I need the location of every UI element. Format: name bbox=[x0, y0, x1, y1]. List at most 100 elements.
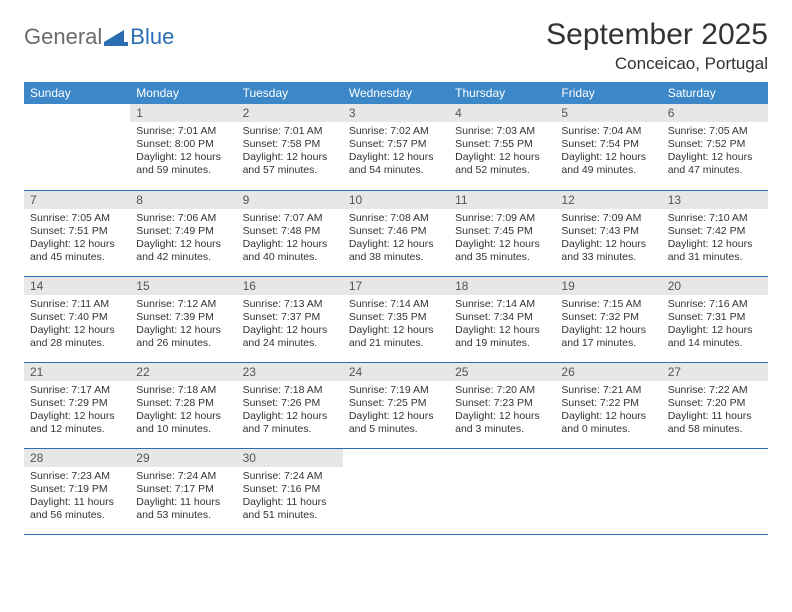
day-number: 20 bbox=[662, 277, 768, 295]
day-details: Sunrise: 7:24 AMSunset: 7:16 PMDaylight:… bbox=[237, 467, 343, 527]
daylight-line: Daylight: 12 hours and 14 minutes. bbox=[668, 324, 762, 350]
calendar-cell: 16Sunrise: 7:13 AMSunset: 7:37 PMDayligh… bbox=[237, 276, 343, 362]
logo-text-blue: Blue bbox=[130, 24, 174, 50]
sunset-line: Sunset: 7:16 PM bbox=[243, 483, 337, 496]
day-number bbox=[24, 104, 130, 108]
calendar-cell: 20Sunrise: 7:16 AMSunset: 7:31 PMDayligh… bbox=[662, 276, 768, 362]
sunset-line: Sunset: 8:00 PM bbox=[136, 138, 230, 151]
daylight-line: Daylight: 11 hours and 58 minutes. bbox=[668, 410, 762, 436]
day-number bbox=[343, 449, 449, 453]
day-details: Sunrise: 7:04 AMSunset: 7:54 PMDaylight:… bbox=[555, 122, 661, 182]
day-number: 16 bbox=[237, 277, 343, 295]
calendar-cell: 3Sunrise: 7:02 AMSunset: 7:57 PMDaylight… bbox=[343, 104, 449, 190]
calendar-cell: 2Sunrise: 7:01 AMSunset: 7:58 PMDaylight… bbox=[237, 104, 343, 190]
calendar-cell: 25Sunrise: 7:20 AMSunset: 7:23 PMDayligh… bbox=[449, 362, 555, 448]
day-number: 17 bbox=[343, 277, 449, 295]
day-number: 5 bbox=[555, 104, 661, 122]
calendar-cell: 15Sunrise: 7:12 AMSunset: 7:39 PMDayligh… bbox=[130, 276, 236, 362]
sunset-line: Sunset: 7:37 PM bbox=[243, 311, 337, 324]
daylight-line: Daylight: 12 hours and 5 minutes. bbox=[349, 410, 443, 436]
sunrise-line: Sunrise: 7:13 AM bbox=[243, 298, 337, 311]
day-details: Sunrise: 7:14 AMSunset: 7:34 PMDaylight:… bbox=[449, 295, 555, 355]
day-number: 27 bbox=[662, 363, 768, 381]
sunrise-line: Sunrise: 7:11 AM bbox=[30, 298, 124, 311]
sunset-line: Sunset: 7:51 PM bbox=[30, 225, 124, 238]
day-number: 2 bbox=[237, 104, 343, 122]
calendar-cell: 5Sunrise: 7:04 AMSunset: 7:54 PMDaylight… bbox=[555, 104, 661, 190]
daylight-line: Daylight: 12 hours and 47 minutes. bbox=[668, 151, 762, 177]
daylight-line: Daylight: 12 hours and 19 minutes. bbox=[455, 324, 549, 350]
calendar-cell: 29Sunrise: 7:24 AMSunset: 7:17 PMDayligh… bbox=[130, 448, 236, 534]
sunset-line: Sunset: 7:22 PM bbox=[561, 397, 655, 410]
sunset-line: Sunset: 7:23 PM bbox=[455, 397, 549, 410]
day-number: 8 bbox=[130, 191, 236, 209]
page-title: September 2025 bbox=[546, 18, 768, 52]
day-number: 10 bbox=[343, 191, 449, 209]
sunset-line: Sunset: 7:58 PM bbox=[243, 138, 337, 151]
sunset-line: Sunset: 7:19 PM bbox=[30, 483, 124, 496]
sunrise-line: Sunrise: 7:17 AM bbox=[30, 384, 124, 397]
sunrise-line: Sunrise: 7:14 AM bbox=[455, 298, 549, 311]
day-details: Sunrise: 7:09 AMSunset: 7:45 PMDaylight:… bbox=[449, 209, 555, 269]
daylight-line: Daylight: 12 hours and 57 minutes. bbox=[243, 151, 337, 177]
day-details: Sunrise: 7:08 AMSunset: 7:46 PMDaylight:… bbox=[343, 209, 449, 269]
calendar-row: 7Sunrise: 7:05 AMSunset: 7:51 PMDaylight… bbox=[24, 190, 768, 276]
day-details: Sunrise: 7:15 AMSunset: 7:32 PMDaylight:… bbox=[555, 295, 661, 355]
calendar-cell: 21Sunrise: 7:17 AMSunset: 7:29 PMDayligh… bbox=[24, 362, 130, 448]
weekday-header: Thursday bbox=[449, 82, 555, 104]
sunset-line: Sunset: 7:39 PM bbox=[136, 311, 230, 324]
day-details: Sunrise: 7:19 AMSunset: 7:25 PMDaylight:… bbox=[343, 381, 449, 441]
day-number: 22 bbox=[130, 363, 236, 381]
calendar-cell bbox=[555, 448, 661, 534]
sunrise-line: Sunrise: 7:24 AM bbox=[243, 470, 337, 483]
sunset-line: Sunset: 7:20 PM bbox=[668, 397, 762, 410]
weekday-header: Monday bbox=[130, 82, 236, 104]
logo: General Blue bbox=[24, 18, 174, 50]
calendar-cell: 13Sunrise: 7:10 AMSunset: 7:42 PMDayligh… bbox=[662, 190, 768, 276]
calendar-cell: 14Sunrise: 7:11 AMSunset: 7:40 PMDayligh… bbox=[24, 276, 130, 362]
day-details: Sunrise: 7:22 AMSunset: 7:20 PMDaylight:… bbox=[662, 381, 768, 441]
day-details: Sunrise: 7:24 AMSunset: 7:17 PMDaylight:… bbox=[130, 467, 236, 527]
daylight-line: Daylight: 12 hours and 24 minutes. bbox=[243, 324, 337, 350]
day-details: Sunrise: 7:05 AMSunset: 7:51 PMDaylight:… bbox=[24, 209, 130, 269]
daylight-line: Daylight: 12 hours and 35 minutes. bbox=[455, 238, 549, 264]
calendar-cell: 24Sunrise: 7:19 AMSunset: 7:25 PMDayligh… bbox=[343, 362, 449, 448]
calendar-cell: 18Sunrise: 7:14 AMSunset: 7:34 PMDayligh… bbox=[449, 276, 555, 362]
daylight-line: Daylight: 12 hours and 31 minutes. bbox=[668, 238, 762, 264]
daylight-line: Daylight: 12 hours and 0 minutes. bbox=[561, 410, 655, 436]
sunset-line: Sunset: 7:45 PM bbox=[455, 225, 549, 238]
sunset-line: Sunset: 7:25 PM bbox=[349, 397, 443, 410]
daylight-line: Daylight: 12 hours and 54 minutes. bbox=[349, 151, 443, 177]
calendar-cell: 27Sunrise: 7:22 AMSunset: 7:20 PMDayligh… bbox=[662, 362, 768, 448]
day-details: Sunrise: 7:17 AMSunset: 7:29 PMDaylight:… bbox=[24, 381, 130, 441]
sunset-line: Sunset: 7:29 PM bbox=[30, 397, 124, 410]
day-details: Sunrise: 7:23 AMSunset: 7:19 PMDaylight:… bbox=[24, 467, 130, 527]
day-details: Sunrise: 7:02 AMSunset: 7:57 PMDaylight:… bbox=[343, 122, 449, 182]
day-number: 29 bbox=[130, 449, 236, 467]
weekday-header: Tuesday bbox=[237, 82, 343, 104]
sunrise-line: Sunrise: 7:21 AM bbox=[561, 384, 655, 397]
day-details: Sunrise: 7:13 AMSunset: 7:37 PMDaylight:… bbox=[237, 295, 343, 355]
calendar-cell: 10Sunrise: 7:08 AMSunset: 7:46 PMDayligh… bbox=[343, 190, 449, 276]
sunset-line: Sunset: 7:46 PM bbox=[349, 225, 443, 238]
daylight-line: Daylight: 12 hours and 45 minutes. bbox=[30, 238, 124, 264]
day-number: 19 bbox=[555, 277, 661, 295]
sunset-line: Sunset: 7:54 PM bbox=[561, 138, 655, 151]
day-number: 6 bbox=[662, 104, 768, 122]
day-number: 9 bbox=[237, 191, 343, 209]
day-number: 11 bbox=[449, 191, 555, 209]
logo-mark-icon bbox=[104, 28, 128, 46]
sunrise-line: Sunrise: 7:10 AM bbox=[668, 212, 762, 225]
calendar-cell: 4Sunrise: 7:03 AMSunset: 7:55 PMDaylight… bbox=[449, 104, 555, 190]
calendar-cell: 26Sunrise: 7:21 AMSunset: 7:22 PMDayligh… bbox=[555, 362, 661, 448]
calendar-cell: 23Sunrise: 7:18 AMSunset: 7:26 PMDayligh… bbox=[237, 362, 343, 448]
day-details: Sunrise: 7:12 AMSunset: 7:39 PMDaylight:… bbox=[130, 295, 236, 355]
day-number: 21 bbox=[24, 363, 130, 381]
weekday-header: Friday bbox=[555, 82, 661, 104]
daylight-line: Daylight: 12 hours and 12 minutes. bbox=[30, 410, 124, 436]
sunrise-line: Sunrise: 7:18 AM bbox=[136, 384, 230, 397]
daylight-line: Daylight: 11 hours and 51 minutes. bbox=[243, 496, 337, 522]
sunrise-line: Sunrise: 7:20 AM bbox=[455, 384, 549, 397]
sunrise-line: Sunrise: 7:18 AM bbox=[243, 384, 337, 397]
weekday-header: Wednesday bbox=[343, 82, 449, 104]
